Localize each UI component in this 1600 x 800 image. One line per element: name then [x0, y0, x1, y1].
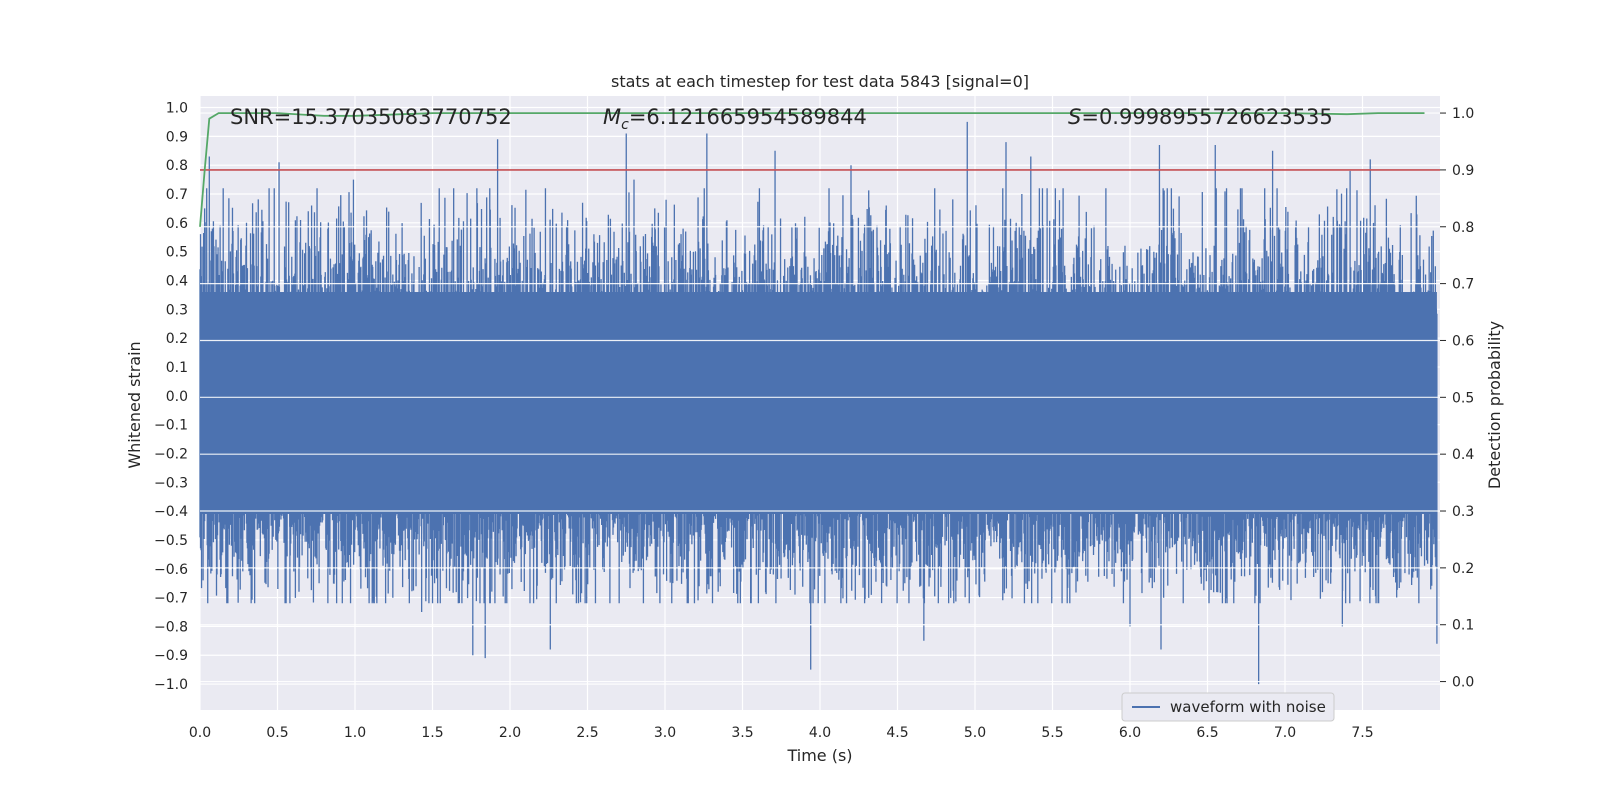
score-value: =0.9998955726623535	[1081, 105, 1332, 129]
legend-box	[1121, 692, 1335, 722]
right-tick-label: 0.5	[1452, 390, 1474, 406]
legend-label: waveform with noise	[1170, 698, 1326, 716]
waveform-core-band	[200, 292, 1437, 514]
right-tick-label: 0.9	[1452, 163, 1474, 179]
y-tick-label: 0.9	[166, 129, 188, 145]
x-tick-label: 7.0	[1274, 725, 1296, 741]
left-axis: 1.0 0.9 0.8 0.7 0.6 0.5 0.4 0.3 0.2 0.1 0.0 −0.1 −0.…	[154, 101, 188, 694]
right-tick-label: 0.1	[1452, 618, 1474, 634]
y-tick-label: −0.3	[154, 475, 188, 491]
x-tick-label: 6.5	[1196, 725, 1218, 741]
probability-overlay	[199, 112, 1440, 227]
x-tick-label: 1.5	[421, 725, 443, 741]
right-tick-label: 0.2	[1452, 561, 1474, 577]
right-tick-label: 0.0	[1452, 675, 1474, 691]
right-tick-label: 0.6	[1452, 333, 1474, 349]
y-tick-label: 0.1	[166, 360, 188, 376]
y-tick-label: −1.0	[154, 677, 188, 693]
y-tick-label: 0.7	[166, 187, 188, 203]
y-tick-label: 0.4	[166, 273, 188, 289]
right-tick-label: 0.7	[1452, 277, 1474, 293]
x-tick-label: 7.5	[1351, 725, 1373, 741]
x-axis-label: Time (s)	[786, 746, 852, 765]
chirp-mass-subscript: c	[621, 117, 629, 133]
right-tick-label: 0.3	[1452, 504, 1474, 520]
y-tick-label: 1.0	[166, 101, 188, 117]
y-tick-label: −0.5	[154, 533, 188, 549]
score-symbol: S	[1068, 105, 1081, 129]
y-tick-label: 0.5	[166, 245, 188, 261]
y-tick-label: 0.2	[166, 331, 188, 347]
legend: waveform with noise	[1121, 692, 1335, 722]
chart-title: stats at each timestep for test data 584…	[611, 72, 1029, 91]
chirp-mass-annotation: Mc=6.121665954589844	[603, 105, 867, 133]
x-axis: 0.0 0.5 1.0 1.5 2.0 2.5 3.0 3.5 4.0 4.5 5.0 5.5 6.0 6…	[189, 725, 1374, 741]
right-axis: 0.0 0.1 0.2 0.3 0.4 0.5 0.6 0.7 0.8 0.9 1.0	[1440, 106, 1474, 691]
x-tick-label: 3.0	[654, 725, 676, 741]
score-annotation: S=0.9998955726623535	[1068, 105, 1333, 129]
x-tick-label: 5.5	[1041, 725, 1063, 741]
x-tick-label: 0.5	[266, 725, 288, 741]
y-tick-label: −0.2	[154, 446, 188, 462]
y-tick-label: −0.8	[154, 619, 188, 635]
x-tick-label: 4.0	[809, 725, 831, 741]
y-tick-label: 0.6	[166, 216, 188, 232]
y-tick-label: −0.9	[154, 648, 188, 664]
y-tick-label: 0.0	[166, 389, 188, 405]
x-tick-label: 5.0	[964, 725, 986, 741]
x-tick-label: 0.0	[189, 725, 211, 741]
probability-line	[199, 112, 1425, 227]
right-tick-label: 0.4	[1452, 447, 1474, 463]
chirp-mass-symbol: M	[603, 105, 621, 129]
right-tick-label: 1.0	[1452, 106, 1474, 122]
x-tick-label: 4.5	[886, 725, 908, 741]
y-axis-label: Whitened strain	[125, 341, 144, 468]
x-tick-label: 3.5	[731, 725, 753, 741]
x-tick-label: 1.0	[344, 725, 366, 741]
y-tick-label: 0.3	[166, 302, 188, 318]
y-tick-label: −0.4	[154, 504, 188, 520]
x-tick-label: 2.0	[499, 725, 521, 741]
y-tick-label: 0.8	[166, 158, 188, 174]
x-tick-label: 6.0	[1119, 725, 1141, 741]
right-tick-label: 0.8	[1452, 220, 1474, 236]
waveform-series	[199, 112, 1440, 685]
y-tick-label: −0.6	[154, 562, 188, 578]
y-tick-label: −0.7	[154, 591, 188, 607]
chirp-mass-value: =6.121665954589844	[629, 105, 867, 129]
y-tick-label: −0.1	[154, 418, 188, 434]
snr-annotation: SNR=15.37035083770752	[230, 105, 512, 129]
x-tick-label: 2.5	[576, 725, 598, 741]
y-axis-label-right: Detection probability	[1485, 321, 1504, 489]
